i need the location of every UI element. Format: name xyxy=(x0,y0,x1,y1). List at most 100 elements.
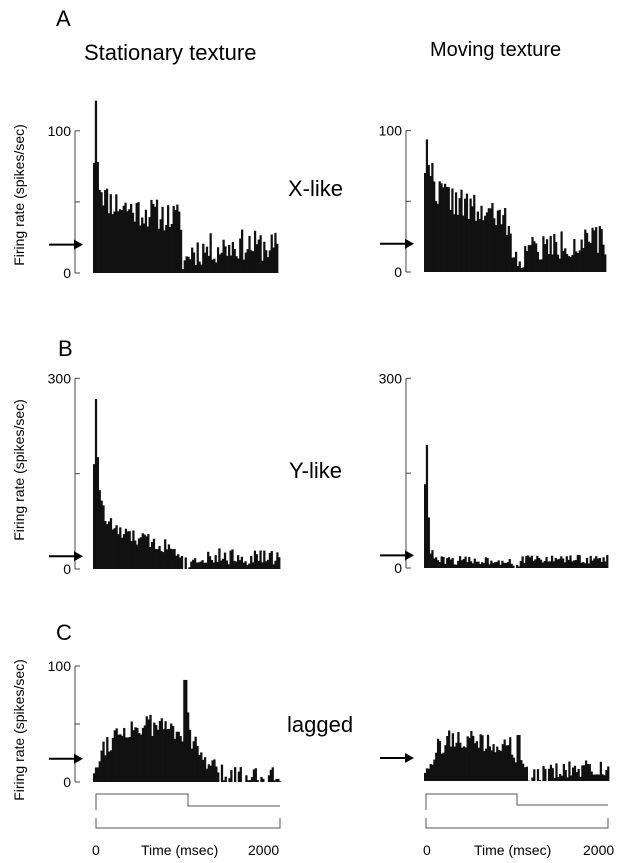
histogram-bar xyxy=(596,252,600,272)
histogram-bar xyxy=(605,769,608,781)
histogram-bar xyxy=(141,217,144,273)
histogram-bar xyxy=(263,550,266,569)
stimulus-trace-right xyxy=(425,793,609,829)
histogram-bar xyxy=(159,219,162,273)
histogram-bar xyxy=(551,254,554,272)
histogram-bar xyxy=(477,747,480,781)
histogram-bar xyxy=(122,534,126,569)
histogram-bar xyxy=(197,562,200,569)
histogram-bar xyxy=(133,221,136,273)
histogram-bar xyxy=(531,237,534,272)
histogram-bar xyxy=(557,776,560,781)
histogram-bar xyxy=(250,250,253,273)
histogram-bar xyxy=(594,774,597,781)
histogram-bar xyxy=(470,561,473,568)
histogram-bar xyxy=(518,261,521,272)
histogram-bar xyxy=(431,550,434,568)
histogram-bar xyxy=(195,562,199,569)
histogram-bar xyxy=(204,252,207,273)
histogram-b-stationary: 0 300 xyxy=(48,370,281,577)
histogram-bar xyxy=(155,725,158,782)
histogram-bar xyxy=(205,768,209,782)
histogram-bar xyxy=(214,555,217,569)
histogram-bar xyxy=(156,549,159,569)
histogram-bar xyxy=(143,725,147,782)
histogram-bar xyxy=(567,256,570,272)
histogram-bar xyxy=(504,562,508,568)
histogram-bar xyxy=(235,561,238,569)
y-tick-label: 100 xyxy=(48,658,72,674)
histogram-bar xyxy=(490,560,493,568)
histogram-bar xyxy=(501,560,504,568)
histogram-bar xyxy=(236,555,240,569)
histogram-bar xyxy=(606,554,609,568)
histogram-bar xyxy=(235,256,238,273)
histogram-bar xyxy=(154,206,157,273)
histogram-bar xyxy=(193,558,197,569)
histogram-bar xyxy=(246,564,249,569)
histogram-bar xyxy=(448,730,451,781)
histogram-bar xyxy=(207,551,210,569)
histogram-bar xyxy=(135,203,138,273)
histogram-bar xyxy=(553,233,556,272)
histogram-bar xyxy=(431,163,434,272)
histogram-bar xyxy=(153,722,156,782)
histogram-bar xyxy=(440,753,443,781)
histogram-bar xyxy=(486,558,489,568)
y-tick-label: 0 xyxy=(63,265,71,281)
histogram-bar xyxy=(117,734,120,782)
histogram-bar xyxy=(560,231,563,272)
histogram-bar xyxy=(508,559,511,568)
histogram-bar xyxy=(598,226,601,272)
histogram-bar xyxy=(279,781,282,782)
histogram-bar xyxy=(234,767,237,782)
histogram-bar xyxy=(478,218,481,272)
column-title-stationary: Stationary texture xyxy=(84,40,256,65)
histogram-bar xyxy=(438,562,441,568)
histogram-bar xyxy=(259,550,262,569)
histogram-bar xyxy=(98,490,101,569)
histogram-bar xyxy=(268,250,271,273)
histogram-bar xyxy=(447,187,450,272)
histogram-bar xyxy=(100,500,103,569)
histogram-bar xyxy=(268,552,272,569)
histogram-bar xyxy=(137,538,141,569)
histogram-bar xyxy=(444,745,447,781)
histogram-bar xyxy=(595,227,598,272)
histogram-bar xyxy=(447,557,451,568)
histogram-bar xyxy=(584,563,587,568)
histogram-bar xyxy=(592,774,595,781)
histogram-bar xyxy=(251,562,255,569)
histogram-bar xyxy=(220,560,223,569)
histogram-bar xyxy=(102,741,105,782)
histogram-bar xyxy=(121,537,124,569)
histogram-bar xyxy=(220,252,223,273)
histogram-bar xyxy=(480,205,483,272)
histogram-bar xyxy=(493,562,497,568)
histogram-bar xyxy=(440,556,443,568)
histogram-bar xyxy=(499,750,503,781)
histogram-bar xyxy=(257,239,260,273)
histogram-bar xyxy=(265,250,268,273)
histogram-bar xyxy=(496,210,500,272)
histogram-bar xyxy=(106,737,109,782)
histogram-bar xyxy=(185,679,188,782)
histogram-bar xyxy=(444,183,447,272)
histogram-bar xyxy=(134,540,137,569)
histogram-bar xyxy=(456,214,459,272)
histogram-bar xyxy=(136,727,139,782)
histogram-bar xyxy=(503,739,506,781)
x-axis-title-left: Time (msec) xyxy=(141,842,218,858)
histogram-bar xyxy=(211,259,214,273)
histogram-bar xyxy=(93,464,96,569)
histogram-bar xyxy=(155,199,159,273)
histogram-bar xyxy=(209,233,212,273)
histogram-bar xyxy=(464,556,467,568)
histogram-bar xyxy=(105,188,109,273)
histogram-bar xyxy=(567,559,570,568)
histogram-bar xyxy=(509,737,512,781)
histogram-bar xyxy=(568,761,571,781)
histogram-bar xyxy=(511,257,514,272)
histogram-bar xyxy=(577,768,580,781)
